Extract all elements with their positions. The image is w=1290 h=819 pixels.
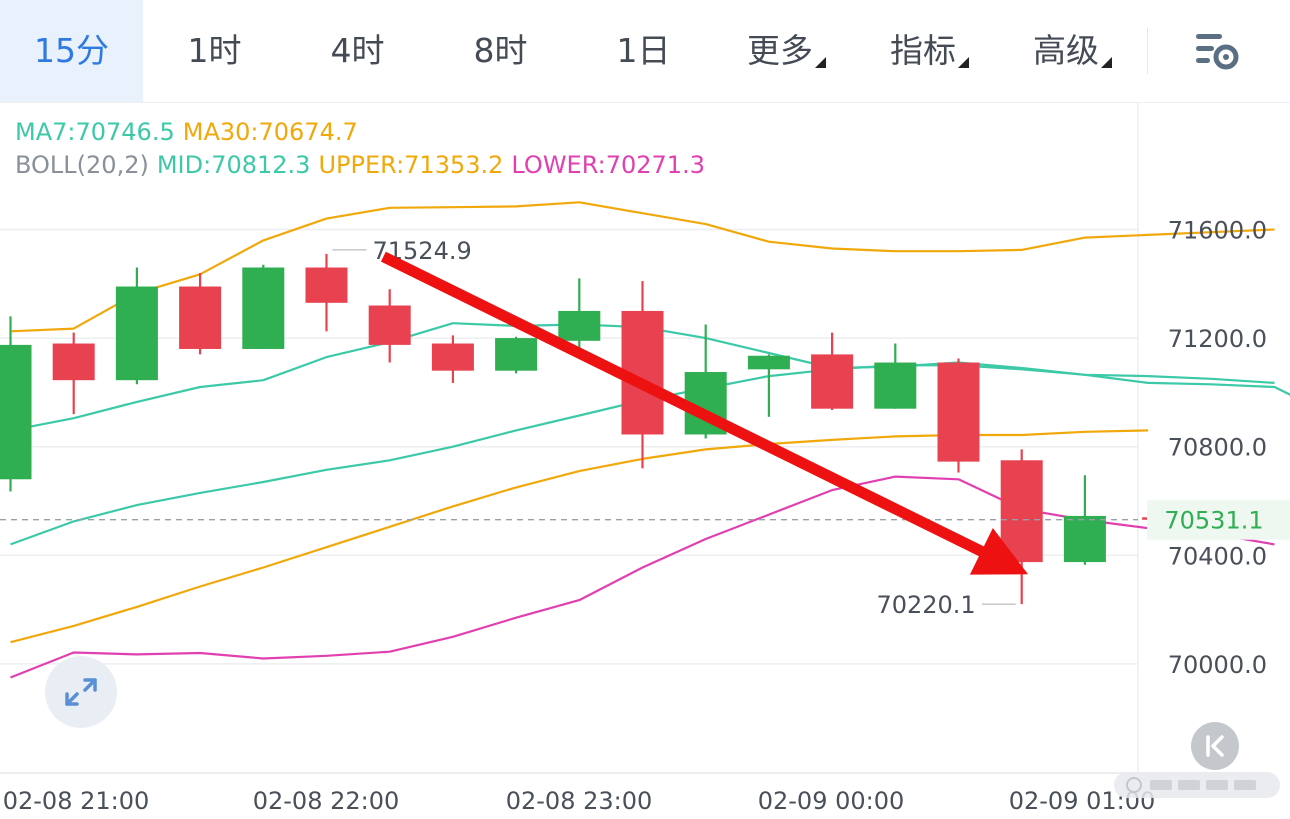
tab-1h[interactable]: 1时: [143, 0, 286, 102]
dropdown-triangle-icon: [958, 57, 969, 68]
candle-body: [1000, 460, 1043, 563]
y-tick-label: 71600.0: [1168, 217, 1267, 245]
ma7-line: [10, 322, 1290, 432]
tab-label: 更多: [747, 31, 813, 70]
candle: [305, 253, 348, 332]
candle-body: [811, 354, 854, 409]
y-tick-label: 70400.0: [1168, 542, 1267, 570]
candle-body: [431, 343, 474, 371]
expand-icon[interactable]: [45, 656, 117, 728]
candle-body: [1063, 515, 1106, 563]
tab-label: 8时: [473, 31, 528, 70]
dropdown-triangle-icon: [1101, 57, 1112, 68]
tab-8h[interactable]: 8时: [429, 0, 572, 102]
trend-arrow-shaft: [380, 251, 988, 559]
candle: [431, 335, 474, 383]
candle: [52, 332, 95, 415]
candle: [558, 278, 601, 352]
x-tick-label: 02-08 23:00: [506, 787, 653, 815]
candle: [874, 343, 917, 409]
tab-label: 指标: [890, 31, 956, 70]
tab-advanced[interactable]: 高级: [1001, 0, 1144, 102]
timeframe-tabbar: 15分 1时 4时 8时 1日 更多 指标 高级: [0, 0, 1290, 103]
tab-label: 1时: [187, 31, 242, 70]
tab-label: 1日: [616, 31, 671, 70]
watermark-logo-icon: [1112, 768, 1282, 802]
y-tick-label: 71200.0: [1168, 325, 1267, 353]
y-tick-label: 70800.0: [1168, 434, 1267, 462]
candle-body: [874, 362, 917, 409]
candle-body: [747, 355, 790, 370]
boll-lower-value: LOWER:70271.3: [511, 151, 705, 179]
current-price-badge: [1147, 499, 1290, 540]
ma7-value: MA7:70746.5: [15, 118, 175, 146]
boll-upper-value: UPPER:71353.2: [318, 151, 504, 179]
candle: [1063, 475, 1106, 565]
candle-body: [242, 267, 285, 349]
scroll-to-latest-icon[interactable]: [1191, 722, 1239, 770]
candle: [368, 289, 411, 363]
candle: [0, 316, 32, 492]
x-tick-label: 02-08 22:00: [253, 787, 400, 815]
tab-1d[interactable]: 1日: [572, 0, 715, 102]
candle: [747, 354, 790, 417]
boll-mid-value: MID:70812.3: [156, 151, 311, 179]
boll-lower-line: [10, 475, 1275, 679]
candle-body: [558, 310, 601, 341]
boll-upper-line: [10, 201, 1275, 333]
candle: [811, 332, 854, 411]
candle-body: [0, 344, 32, 480]
tab-more[interactable]: 更多: [715, 0, 858, 102]
candle: [1000, 449, 1043, 605]
candle-body: [115, 286, 158, 381]
chart-settings-icon[interactable]: [1192, 30, 1242, 74]
y-tick-label: 70000.0: [1168, 651, 1267, 679]
trend-arrow-head: [969, 527, 1029, 575]
tab-label: 高级: [1033, 31, 1099, 70]
x-tick-label: 02-08 21:00: [3, 787, 150, 815]
candle-body: [305, 267, 348, 303]
candle: [495, 336, 538, 374]
candle-body: [937, 362, 980, 462]
ma-legend: MA7:70746.5 MA30:70674.7: [15, 118, 366, 146]
candle-body: [368, 305, 411, 345]
candle: [242, 264, 285, 349]
boll-label: BOLL(20,2): [15, 151, 149, 179]
tab-divider: [1147, 28, 1148, 74]
candle-body: [179, 286, 222, 349]
tab-label: 4时: [330, 31, 385, 70]
tab-label: 15分: [34, 31, 109, 70]
tab-15m[interactable]: 15分: [0, 0, 143, 102]
ma30-line: [10, 429, 1149, 644]
dropdown-triangle-icon: [815, 57, 826, 68]
low-price-label: 70220.1: [876, 591, 975, 619]
candle-body: [52, 343, 95, 381]
tab-indicators[interactable]: 指标: [858, 0, 1001, 102]
current-price-label: 70531.1: [1164, 507, 1263, 535]
candle: [937, 358, 980, 473]
ma30-value: MA30:70674.7: [182, 118, 358, 146]
candle: [115, 267, 158, 385]
boll-legend: BOLL(20,2) MID:70812.3 UPPER:71353.2 LOWER:…: [15, 151, 713, 179]
candle: [179, 272, 222, 355]
tab-4h[interactable]: 4时: [286, 0, 429, 102]
x-tick-label: 02-09 00:00: [758, 787, 905, 815]
candle-body: [495, 338, 538, 371]
